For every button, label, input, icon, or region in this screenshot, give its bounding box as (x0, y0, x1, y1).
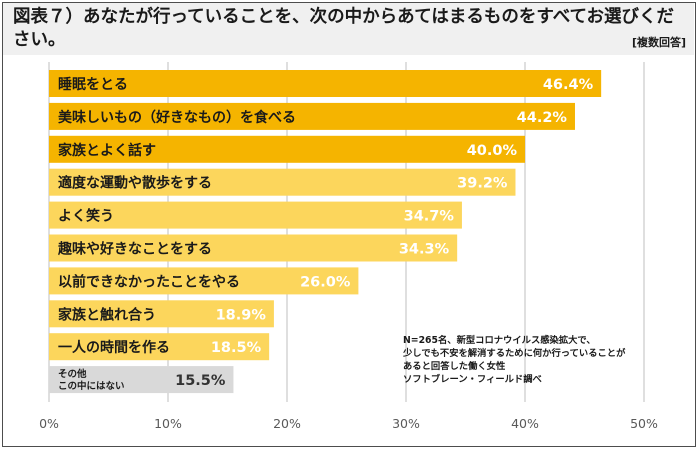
bar (49, 70, 602, 97)
value-label: 18.5% (211, 340, 262, 356)
value-label: 34.3% (399, 242, 450, 258)
value-label: 34.7% (404, 209, 455, 225)
x-tick-label: 40% (511, 416, 539, 431)
value-label: 18.9% (216, 307, 267, 323)
chart-title: 図表７）あなたが行っていることを、次の中からあてはまるものをすべてお選びください… (13, 7, 674, 50)
category-label: 美味しいもの（好きなもの）を食べる (58, 109, 296, 126)
bar (49, 135, 525, 163)
bar (49, 333, 270, 361)
x-tick-label: 20% (273, 416, 301, 431)
x-tick-label: 30% (392, 416, 420, 431)
category-label: 睡眠をとる (58, 77, 128, 93)
category-label: その他 (58, 368, 87, 380)
x-tick-label: 50% (630, 416, 658, 431)
value-label: 46.4% (543, 77, 594, 93)
x-tick-label: 10% (154, 416, 182, 431)
value-label: 15.5% (175, 373, 226, 389)
category-label: 適度な運動や散歩をする (58, 175, 212, 192)
category-label: 家族とよく話す (58, 142, 156, 159)
bar (49, 234, 458, 262)
bar (49, 300, 274, 328)
footnote-line: N=265名、新型コロナウイルス感染拡大で、 (403, 335, 596, 346)
category-label: 以前できなかったことをやる (58, 273, 240, 290)
value-label: 26.0% (300, 274, 351, 290)
x-tick-label: 0% (39, 416, 59, 431)
category-label: 趣味や好きなことをする (57, 241, 212, 258)
value-label: 39.2% (457, 176, 508, 192)
chart-header: 図表７）あなたが行っていることを、次の中からあてはまるものをすべてお選びください… (3, 3, 694, 55)
bar (49, 267, 359, 295)
value-label: 44.2% (517, 110, 568, 126)
footnote-line: ソフトブレーン・フィールド調べ (403, 374, 542, 385)
value-label: 40.0% (467, 143, 518, 159)
multiple-answer-tag: [複数回答] (631, 36, 686, 49)
category-label: よく笑う (58, 208, 114, 225)
category-label: 一人の時間を作る (58, 339, 170, 356)
bar (49, 366, 234, 394)
category-label: 家族と触れ合う (58, 306, 156, 323)
bar (49, 102, 575, 130)
category-label: この中にはない (58, 380, 125, 392)
footnote-line: あると回答した働く女性 (403, 361, 506, 372)
bar (49, 168, 516, 196)
chart-footnote: N=265名、新型コロナウイルス感染拡大で、 少しでも不安を解消するために何か行… (403, 334, 625, 386)
footnote-line: 少しでも不安を解消するために何か行っていることが (403, 348, 626, 359)
bar (49, 201, 462, 229)
